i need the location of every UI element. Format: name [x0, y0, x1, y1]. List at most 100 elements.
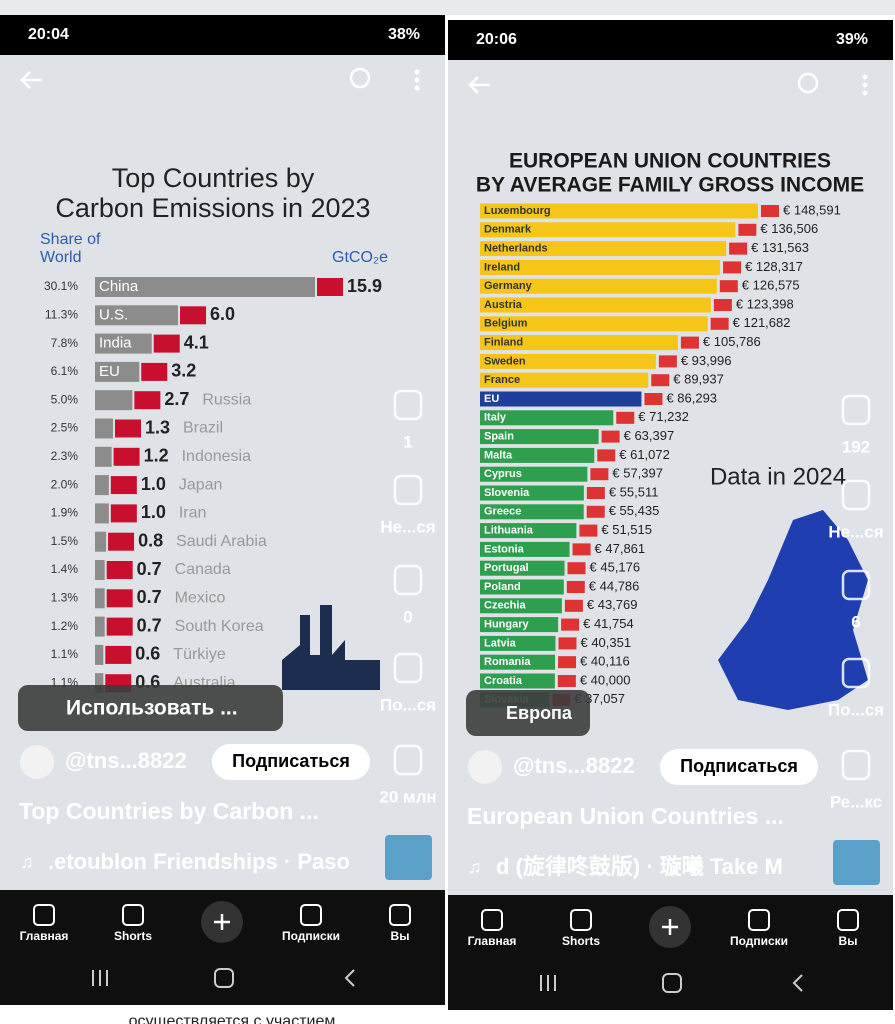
footer-text: осуществляется с участием: [129, 1013, 336, 1024]
country-label: India: [99, 335, 132, 352]
subscribe-button[interactable]: [660, 749, 818, 785]
menu-dot: [862, 90, 868, 96]
share-label: 1.4%: [51, 562, 79, 576]
country-label: Ireland: [484, 261, 520, 273]
flag: [114, 419, 141, 438]
share-button[interactable]: [393, 652, 423, 684]
chip[interactable]: [18, 685, 283, 731]
status-time: 20:04: [28, 26, 69, 43]
sys-back[interactable]: [344, 969, 355, 987]
flag: [586, 505, 605, 518]
value-label: 6.0: [210, 304, 235, 324]
nav-icon[interactable]: [33, 904, 55, 926]
dislike-button[interactable]: [841, 479, 871, 511]
remix-button[interactable]: [393, 744, 423, 776]
menu-dot: [862, 82, 868, 88]
bar: [480, 654, 556, 670]
status-bar: [0, 15, 445, 55]
bar: [480, 635, 556, 651]
flag: [680, 336, 699, 349]
country-label: Denmark: [484, 224, 532, 236]
country-label: Italy: [484, 412, 507, 424]
nav-icon[interactable]: [570, 909, 592, 931]
nav-label[interactable]: Подписки: [282, 929, 340, 943]
flag: [616, 411, 635, 424]
chip-label[interactable]: Европа: [506, 703, 573, 723]
country-label: France: [484, 374, 520, 386]
country-label: Finland: [484, 337, 523, 349]
flag: [558, 656, 577, 669]
subscribe-label[interactable]: Подписаться: [680, 756, 798, 776]
share-label: 1.2%: [51, 619, 79, 633]
sys-back[interactable]: [792, 974, 803, 992]
like-button[interactable]: [393, 389, 423, 421]
nav-label[interactable]: Shorts: [114, 929, 152, 943]
comments-button[interactable]: [841, 569, 871, 601]
menu-dot: [414, 69, 420, 75]
action-label: 1: [403, 432, 412, 451]
share-label: 2.0%: [51, 477, 79, 491]
sys-home[interactable]: [214, 968, 234, 988]
nav-icon[interactable]: [481, 909, 503, 931]
share-button[interactable]: [841, 657, 871, 689]
nav-icon[interactable]: [389, 904, 411, 926]
bar: [95, 475, 109, 496]
nav-label[interactable]: Вы: [839, 934, 858, 948]
nav-icon[interactable]: [837, 909, 859, 931]
nav-label[interactable]: Подписки: [730, 934, 788, 948]
comments-button[interactable]: [393, 564, 423, 596]
nav-icon[interactable]: [300, 904, 322, 926]
music-thumbnail[interactable]: [385, 835, 432, 880]
value-label: € 123,398: [736, 296, 794, 311]
country-label: Türkiye: [173, 646, 226, 663]
value-label: € 55,435: [609, 503, 660, 518]
subscribe-button[interactable]: [212, 744, 370, 780]
share-label: 5.0%: [51, 392, 79, 406]
factory-icon: [282, 605, 380, 690]
flag: [113, 447, 140, 466]
bar: [480, 241, 727, 257]
channel-name[interactable]: @tns...8822: [513, 753, 635, 778]
search-button[interactable]: [349, 67, 371, 89]
value-label: 0.7: [137, 559, 162, 579]
bar: [95, 644, 104, 665]
flag: [723, 261, 742, 274]
value-label: € 148,591: [783, 202, 841, 217]
channel-name[interactable]: @tns...8822: [65, 748, 187, 773]
chip-label[interactable]: Использовать ...: [66, 697, 238, 720]
flag: [597, 449, 616, 462]
bar: [480, 335, 678, 351]
country-label: EU: [484, 393, 499, 405]
nav-icon[interactable]: [122, 904, 144, 926]
back-button[interactable]: [20, 71, 42, 89]
nav-label[interactable]: Главная: [20, 929, 69, 943]
nav-label[interactable]: Главная: [468, 934, 517, 948]
video-title: European Union Countries ...: [467, 803, 784, 829]
bar: [480, 541, 570, 557]
country-label: Estonia: [484, 543, 525, 555]
flag: [106, 561, 133, 579]
nav-label[interactable]: Вы: [391, 929, 410, 943]
nav-icon[interactable]: [748, 909, 770, 931]
nav-label[interactable]: Shorts: [562, 934, 600, 948]
country-label: Latvia: [484, 637, 517, 649]
like-button[interactable]: [841, 394, 871, 426]
flag: [658, 355, 677, 368]
bar: [480, 353, 656, 369]
sys-home[interactable]: [662, 973, 682, 993]
back-button[interactable]: [468, 76, 490, 94]
flag: [713, 299, 732, 311]
country-label: Malta: [484, 449, 513, 461]
sys-recents[interactable]: [92, 970, 108, 986]
share-label: 6.1%: [51, 364, 79, 378]
music-thumbnail[interactable]: [833, 840, 880, 885]
remix-button[interactable]: [841, 749, 871, 781]
sys-recents[interactable]: [540, 975, 556, 991]
value-label: 0.7: [137, 615, 162, 635]
dislike-button[interactable]: [393, 474, 423, 506]
subscribe-label[interactable]: Подписаться: [232, 751, 350, 771]
flag: [738, 223, 757, 236]
search-button[interactable]: [797, 72, 819, 94]
chip[interactable]: [466, 690, 590, 736]
